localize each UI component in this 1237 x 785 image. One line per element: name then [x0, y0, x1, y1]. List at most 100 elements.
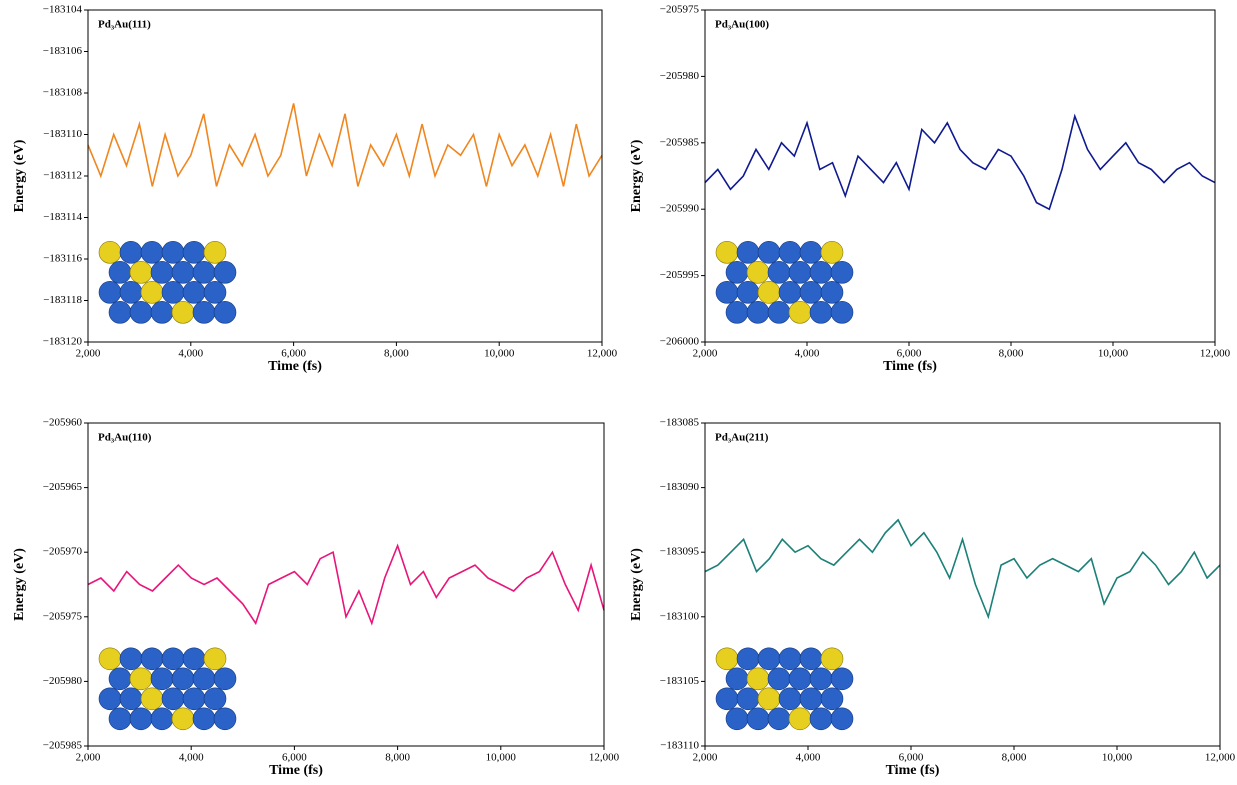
y-tick-label: −183110 [660, 740, 699, 752]
y-tick-label: −183112 [43, 170, 82, 182]
atom [108, 667, 132, 691]
x-tick-label: 12,000 [587, 348, 618, 360]
atom [830, 707, 854, 731]
y-tick-label: −205960 [43, 417, 83, 429]
atom [757, 241, 781, 264]
atom [788, 261, 812, 284]
atom [171, 667, 195, 691]
energy-line [87, 543, 605, 626]
atom [746, 301, 770, 324]
y-tick-label: −183110 [43, 128, 82, 140]
atom [788, 667, 812, 691]
atom [150, 707, 174, 731]
atom [98, 647, 122, 671]
atom [171, 301, 195, 324]
energy-line [704, 518, 1221, 620]
atom [809, 261, 833, 284]
atom [161, 647, 185, 671]
atom [150, 301, 174, 324]
y-axis-label: Energy (eV) [12, 548, 27, 621]
atom [725, 667, 749, 691]
atom [203, 241, 227, 264]
x-tick-label: 2,000 [693, 348, 718, 360]
atom [192, 261, 216, 284]
x-tick-label: 12,000 [1205, 752, 1236, 764]
x-tick-label: 6,000 [899, 752, 924, 764]
atom [161, 241, 185, 264]
atom [767, 707, 791, 731]
y-axis-label: Energy (eV) [629, 139, 644, 212]
y-tick-label: −205965 [43, 481, 83, 493]
atom [129, 261, 153, 284]
atom [725, 301, 749, 324]
y-tick-label: −183106 [43, 45, 83, 57]
y-tick-label: −183105 [660, 675, 700, 687]
y-axis-label: Energy (eV) [629, 548, 644, 621]
y-tick-label: −183085 [660, 417, 700, 429]
x-axis-label: Time (fs) [883, 359, 937, 374]
x-tick-label: 6,000 [897, 348, 922, 360]
atom [788, 707, 812, 731]
panel-title: Pd₃Au(110) [98, 432, 152, 444]
y-tick-label: −183100 [660, 610, 700, 622]
atom [119, 647, 143, 671]
x-tick-label: 10,000 [486, 752, 517, 764]
atom [171, 261, 195, 284]
y-tick-label: −205985 [43, 740, 83, 752]
atom [150, 261, 174, 284]
x-tick-label: 8,000 [384, 348, 409, 360]
atom [129, 301, 153, 324]
atom [140, 687, 164, 711]
atom [715, 647, 739, 671]
y-tick-label: −183118 [43, 294, 82, 306]
x-tick-label: 4,000 [178, 348, 203, 360]
atom [746, 261, 770, 284]
plot-frame [87, 9, 603, 343]
x-tick-label: 12,000 [589, 752, 620, 764]
x-axis-label: Time (fs) [886, 763, 940, 778]
atom [820, 281, 844, 304]
y-axis-label: Energy (eV) [12, 139, 27, 212]
y-tick-label: −183095 [660, 546, 700, 558]
atom [715, 281, 739, 304]
y-tick-label: −205975 [43, 610, 83, 622]
x-tick-label: 2,000 [76, 752, 101, 764]
plot-frame [704, 9, 1216, 343]
atom [778, 647, 802, 671]
atom [213, 301, 237, 324]
plot-frame [704, 422, 1221, 747]
atom [725, 707, 749, 731]
y-tick-label: −205980 [43, 675, 83, 687]
x-tick-label: 6,000 [282, 752, 307, 764]
y-tick-label: −206000 [660, 336, 700, 348]
atom [119, 281, 143, 304]
x-axis-label: Time (fs) [269, 763, 323, 778]
energy-line [704, 113, 1216, 211]
atom [820, 687, 844, 711]
atom [140, 241, 164, 264]
atom [192, 667, 216, 691]
atom [736, 687, 760, 711]
atom [98, 687, 122, 711]
atom [820, 647, 844, 671]
atom [799, 687, 823, 711]
atom [192, 301, 216, 324]
atom [213, 707, 237, 731]
atom [820, 241, 844, 264]
atom [182, 647, 206, 671]
atom [746, 707, 770, 731]
x-tick-label: 6,000 [281, 348, 306, 360]
atom [129, 667, 153, 691]
atom [98, 281, 122, 304]
y-tick-label: −183114 [43, 211, 82, 223]
atom [140, 281, 164, 304]
y-tick-label: −183120 [43, 336, 83, 348]
atom [778, 241, 802, 264]
atom [182, 241, 206, 264]
panel-title: Pd₃Au(211) [715, 432, 769, 444]
atom [715, 687, 739, 711]
atom [746, 667, 770, 691]
atom [830, 261, 854, 284]
atom [809, 707, 833, 731]
